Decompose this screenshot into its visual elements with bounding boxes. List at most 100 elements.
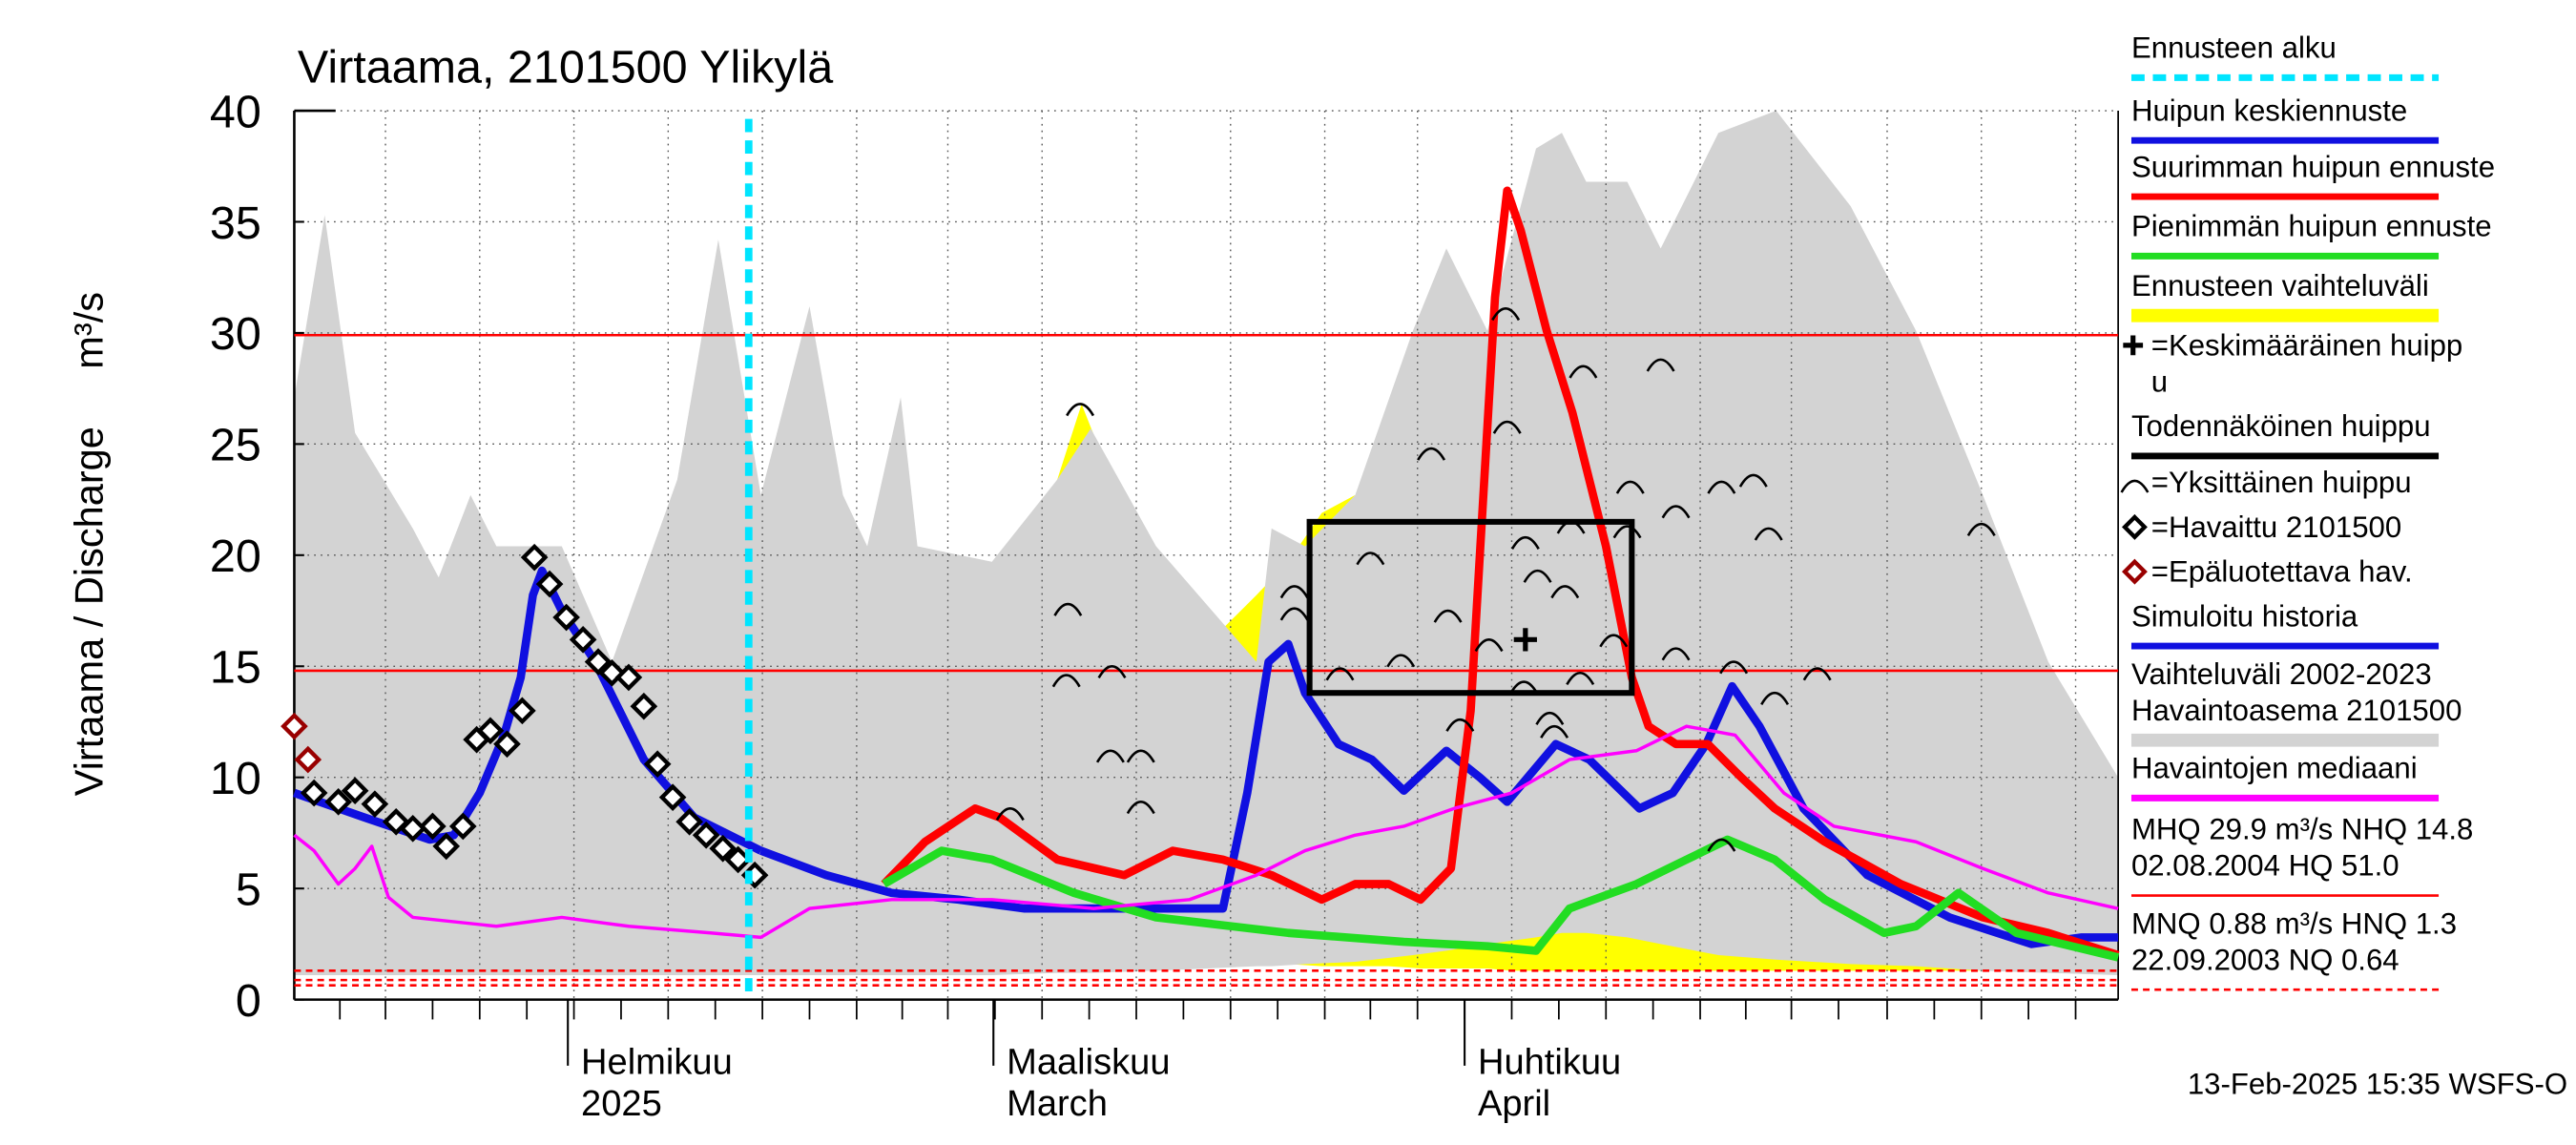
single-peak bbox=[995, 807, 1025, 822]
x-tick-label: 2025 bbox=[581, 1084, 662, 1124]
footer: 13-Feb-2025 15:35 WSFS-O bbox=[2188, 1067, 2567, 1100]
observation bbox=[432, 832, 461, 861]
observation bbox=[300, 779, 328, 807]
single-peak bbox=[1126, 801, 1155, 815]
series-line bbox=[293, 724, 2119, 940]
y-axis-label: Virtaama / Discharge bbox=[67, 427, 112, 796]
single-peak bbox=[1754, 527, 1783, 541]
single-peak bbox=[1095, 749, 1125, 763]
y-tick-label: 10 bbox=[210, 753, 261, 804]
single-peak bbox=[1066, 403, 1095, 417]
single-peak bbox=[1051, 674, 1081, 688]
single-peak bbox=[1599, 634, 1629, 648]
single-peak bbox=[1097, 664, 1127, 679]
single-peak bbox=[1491, 307, 1521, 322]
observation bbox=[448, 812, 477, 841]
y-tick-label: 15 bbox=[210, 642, 261, 694]
single-peak bbox=[1540, 724, 1569, 739]
legend-symbol bbox=[2120, 479, 2150, 493]
legend-label: 22.09.2003 NQ 0.64 bbox=[2131, 943, 2399, 976]
single-peak bbox=[1615, 480, 1645, 494]
legend-symbol bbox=[2121, 558, 2148, 585]
legend-symbol bbox=[2123, 335, 2144, 356]
single-peak bbox=[1523, 569, 1552, 583]
single-peak bbox=[1719, 660, 1749, 675]
legend-label: =Epäluotettava hav. bbox=[2151, 555, 2413, 589]
single-peak bbox=[1279, 585, 1309, 599]
legend-label: Ennusteen alku bbox=[2131, 31, 2337, 65]
single-peak bbox=[1445, 718, 1475, 732]
series-line bbox=[881, 186, 2120, 960]
single-peak bbox=[1126, 749, 1155, 763]
single-peak bbox=[1966, 522, 1996, 536]
observation bbox=[520, 543, 549, 572]
legend-label: Havaintoasema 2101500 bbox=[2131, 694, 2462, 727]
observation bbox=[692, 821, 720, 849]
x-tick-label: March bbox=[1007, 1084, 1108, 1124]
single-peak bbox=[1707, 838, 1736, 852]
legend-label: Suurimman huipun ennuste bbox=[2131, 150, 2495, 183]
single-peak bbox=[1556, 520, 1586, 534]
legend-label: Vaihteluväli 2002-2023 bbox=[2131, 657, 2432, 691]
single-peak bbox=[1535, 711, 1565, 725]
observation bbox=[569, 626, 597, 654]
single-peak bbox=[1760, 691, 1790, 705]
single-peak bbox=[1646, 358, 1675, 372]
legend-label: =Havaittu 2101500 bbox=[2151, 510, 2401, 544]
probable-peak-box bbox=[1306, 518, 1635, 697]
legend-label: Todennäköinen huippu bbox=[2131, 409, 2431, 443]
single-peak bbox=[1510, 535, 1540, 550]
single-peak bbox=[1417, 447, 1446, 461]
observation bbox=[341, 777, 369, 805]
observation bbox=[643, 750, 672, 779]
observation bbox=[535, 570, 564, 598]
observation bbox=[324, 788, 352, 816]
observation bbox=[280, 712, 308, 740]
single-peak bbox=[1568, 364, 1598, 379]
single-peak bbox=[1566, 671, 1595, 686]
legend-label: =Yksittäinen huippu bbox=[2151, 466, 2412, 499]
legend-label: Simuloitu historia bbox=[2131, 599, 2358, 633]
single-peak bbox=[1738, 473, 1768, 488]
y-tick-label: 40 bbox=[210, 86, 261, 137]
y-tick-label: 30 bbox=[210, 308, 261, 360]
y-tick-label: 0 bbox=[236, 975, 261, 1027]
single-peak bbox=[1612, 525, 1642, 539]
x-tick-label: Huhtikuu bbox=[1478, 1043, 1621, 1083]
observation bbox=[476, 717, 505, 745]
single-peak bbox=[1707, 480, 1736, 494]
observation bbox=[419, 812, 447, 841]
y-tick-label: 35 bbox=[210, 198, 261, 249]
single-peak bbox=[1661, 505, 1691, 519]
mean-peak bbox=[1513, 628, 1537, 652]
chart-title: Virtaama, 2101500 Ylikylä bbox=[298, 42, 833, 94]
single-peak bbox=[1386, 654, 1416, 668]
legend-symbol bbox=[2121, 513, 2148, 540]
observation bbox=[509, 697, 536, 725]
single-peak bbox=[1802, 667, 1832, 681]
legend-label: =Keskimääräinen huipp bbox=[2151, 328, 2462, 362]
observation bbox=[675, 807, 703, 836]
single-peak bbox=[1356, 552, 1385, 566]
observation bbox=[630, 692, 658, 720]
y-axis-unit: m³/s bbox=[67, 292, 112, 369]
single-peak bbox=[1492, 420, 1522, 434]
y-tick-label: 20 bbox=[210, 531, 261, 582]
x-tick-label: Helmikuu bbox=[581, 1043, 733, 1083]
single-peak bbox=[1661, 647, 1691, 661]
observation bbox=[493, 730, 521, 759]
x-tick-label: April bbox=[1478, 1084, 1550, 1124]
legend-label: MNQ 0.88 m³/s HNQ 1.3 bbox=[2131, 906, 2457, 940]
observation bbox=[399, 814, 427, 843]
single-peak bbox=[1325, 667, 1355, 681]
single-peak bbox=[1279, 607, 1309, 621]
legend-label: Huipun keskiennuste bbox=[2131, 94, 2407, 127]
legend-label: Pienimmän huipun ennuste bbox=[2131, 210, 2492, 243]
single-peak bbox=[1433, 609, 1463, 623]
legend-label: MHQ 29.9 m³/s NHQ 14.8 bbox=[2131, 813, 2473, 846]
legend-label: u bbox=[2151, 364, 2168, 398]
range-band bbox=[294, 111, 2119, 975]
single-peak bbox=[1053, 602, 1083, 616]
legend-label: Havaintojen mediaani bbox=[2131, 752, 2418, 785]
